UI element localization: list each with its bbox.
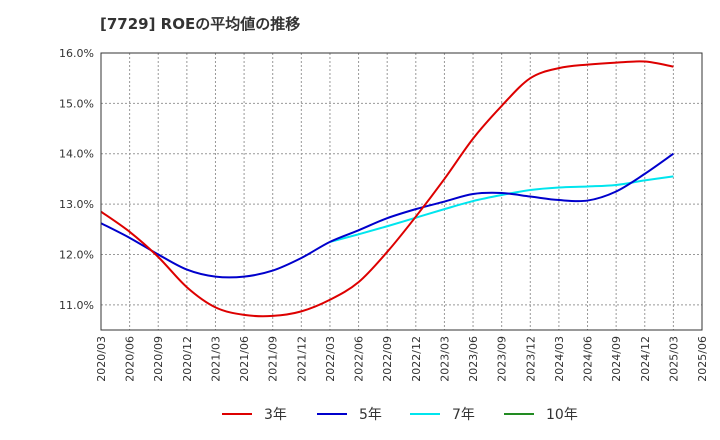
- x-tick-label: 2021/06: [238, 336, 251, 382]
- x-tick-label: 2022/03: [324, 336, 337, 382]
- x-tick-label: 2022/06: [353, 336, 366, 382]
- x-tick-label: 2023/03: [438, 336, 451, 382]
- x-axis-ticks: 2020/03 2020/06 2020/09 2020/12 2021/03 2021/…: [95, 336, 709, 382]
- x-tick-label: 2024/06: [582, 336, 595, 382]
- x-tick-label: 2022/09: [381, 336, 394, 382]
- y-tick-label: 12.0%: [59, 248, 94, 261]
- x-tick-label: 2020/06: [124, 336, 137, 382]
- x-tick-label: 2020/12: [181, 336, 194, 382]
- x-tick-label: 2020/09: [152, 336, 165, 382]
- plot-frame: [100, 52, 703, 331]
- x-tick-label: 2021/03: [209, 336, 222, 382]
- grid: [101, 52, 702, 330]
- y-axis-ticks: 11.0% 12.0% 13.0% 14.0% 15.0% 16.0%: [59, 47, 94, 312]
- legend-label-3: 7年: [452, 407, 475, 423]
- y-tick-label: 11.0%: [59, 299, 94, 312]
- legend-label-2: 5年: [359, 407, 382, 423]
- legend: 3年 5年 7年 10年: [222, 407, 578, 423]
- series-line-2: [100, 152, 674, 279]
- x-tick-label: 2024/09: [610, 336, 623, 382]
- x-tick-label: 2023/12: [524, 336, 537, 382]
- x-tick-label: 2023/06: [467, 336, 480, 382]
- chart-title: [7729] ROEの平均値の推移: [100, 15, 300, 33]
- x-tick-label: 2023/09: [496, 336, 509, 382]
- x-tick-label: 2021/09: [267, 336, 280, 382]
- y-tick-label: 13.0%: [59, 198, 94, 211]
- x-tick-label: 2021/12: [295, 336, 308, 382]
- legend-label-1: 3年: [264, 407, 287, 423]
- x-tick-label: 2025/06: [696, 336, 709, 382]
- y-tick-label: 16.0%: [59, 47, 94, 60]
- x-tick-label: 2024/03: [553, 336, 566, 382]
- legend-label-4: 10年: [546, 407, 578, 423]
- series-line-3: [329, 175, 674, 243]
- x-tick-label: 2025/03: [667, 336, 680, 382]
- series-line-1: [100, 60, 674, 318]
- series-lines: [100, 60, 674, 318]
- x-tick-label: 2024/12: [639, 336, 652, 382]
- x-tick-label: 2022/12: [410, 336, 423, 382]
- y-tick-label: 15.0%: [59, 97, 94, 110]
- y-tick-label: 14.0%: [59, 148, 94, 161]
- x-tick-label: 2020/03: [95, 336, 108, 382]
